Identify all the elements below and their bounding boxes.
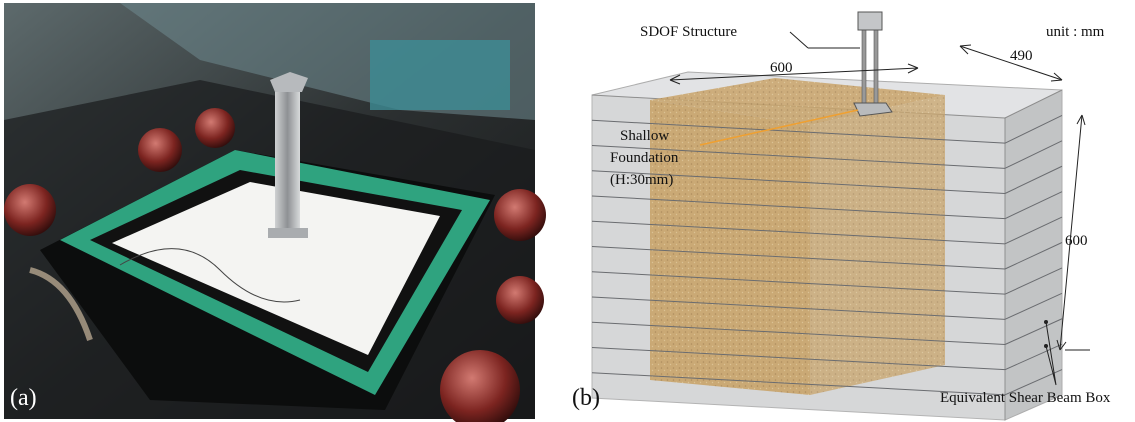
photo-shape xyxy=(138,128,182,172)
diagram-shape xyxy=(862,28,866,103)
panel-label: (b) xyxy=(572,385,600,411)
panel-label: (a) xyxy=(10,385,37,411)
diagram-shape xyxy=(858,12,882,30)
foundation-label: Foundation xyxy=(610,150,679,166)
photo-shape xyxy=(268,228,308,238)
photo: (a) xyxy=(4,3,546,422)
unit-label: unit : mm xyxy=(1046,24,1105,40)
diagram-shape xyxy=(810,95,945,395)
structure-label: SDOF Structure xyxy=(640,24,737,40)
foundation-label: Shallow xyxy=(620,128,669,144)
width-dim: 600 xyxy=(770,60,793,76)
diagram-shape xyxy=(874,28,878,103)
photo-shape xyxy=(4,184,56,236)
diagram-shape xyxy=(650,100,810,395)
photo-shape xyxy=(195,108,235,148)
photo-shape xyxy=(275,90,300,230)
diagram-shape xyxy=(790,32,808,48)
depth-dim: 490 xyxy=(1010,48,1033,64)
figure: (a) SDOF Structure unit : mm 600 490 600… xyxy=(0,0,1135,422)
photo-shape xyxy=(496,276,544,324)
photo-shape xyxy=(494,189,546,241)
box-label: Equivalent Shear Beam Box xyxy=(940,390,1111,406)
height-dim: 600 xyxy=(1065,233,1088,249)
photo-shape xyxy=(370,40,510,110)
foundation-label: (H:30mm) xyxy=(610,172,673,188)
diagram: SDOF Structure unit : mm 600 490 600 Sha… xyxy=(572,12,1111,420)
